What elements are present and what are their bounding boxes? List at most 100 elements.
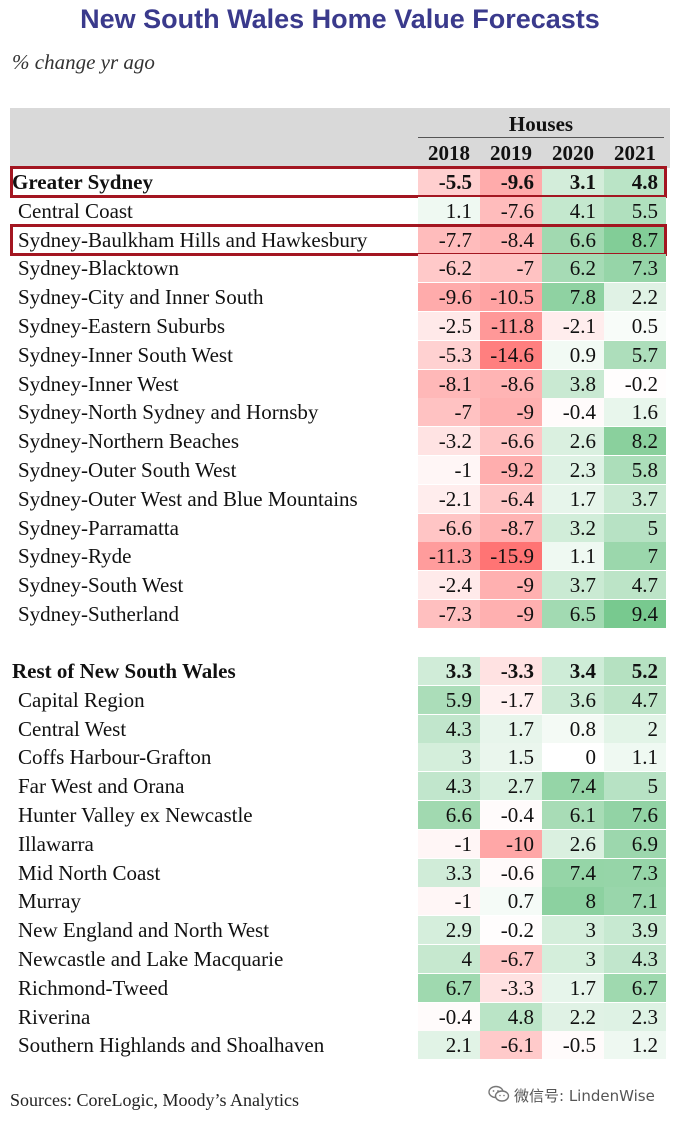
value-cell-hunter-valley-ex-newcastle-2020: 6.1 — [542, 801, 604, 829]
value-cell-greater-sydney-2019: -9.6 — [480, 168, 542, 196]
value-cell-newcastle-and-lake-macquarie-2021: 4.3 — [604, 945, 666, 973]
highlight-box-greater-sydney — [10, 166, 667, 198]
value-cell-sydney-south-west-2019: -9 — [480, 571, 542, 600]
houses-group-header: Houses — [508, 112, 574, 136]
value-cell-central-coast-2019: -7.6 — [480, 196, 542, 225]
value-cell-sydney-inner-west-2018: -8.1 — [418, 369, 480, 398]
value-cell-sydney-ryde-2020: 1.1 — [542, 542, 604, 571]
value-cell-coffs-harbour-grafton-2021: 1.1 — [604, 743, 666, 772]
value-cell-mid-north-coast-2021: 7.3 — [604, 858, 666, 887]
value-cell-riverina-2021: 2.3 — [604, 1002, 666, 1031]
value-cell-murray-2018: -1 — [418, 887, 480, 916]
value-cell-sydney-city-and-inner-south-2020: 7.8 — [542, 283, 604, 312]
value-cell-central-coast-2020: 4.1 — [542, 196, 604, 225]
value-cell-sydney-north-sydney-and-hornsby-2020: -0.4 — [542, 398, 604, 427]
value-cell-illawarra-2019: -10 — [480, 829, 542, 858]
row-label-murray: Murray — [18, 889, 81, 914]
year-header-2021: 2021 — [614, 141, 656, 165]
value-cell-riverina-2020: 2.2 — [542, 1002, 604, 1031]
value-cell-illawarra-2021: 6.9 — [604, 829, 666, 858]
value-cell-sydney-sutherland-2019: -9 — [480, 600, 542, 628]
row-label-sydney-north-sydney-and-hornsby: Sydney-North Sydney and Hornsby — [18, 400, 319, 425]
value-cell-new-england-and-north-west-2018: 2.9 — [418, 916, 480, 945]
value-cell-murray-2021: 7.1 — [604, 887, 666, 916]
value-cell-sydney-outer-west-and-blue-mountains-2021: 3.7 — [604, 484, 666, 513]
row-label-mid-north-coast: Mid North Coast — [18, 860, 161, 885]
value-cell-sydney-baulkham-hills-and-hawkesbury-2019: -8.4 — [480, 225, 542, 254]
row-label-coffs-harbour-grafton: Coffs Harbour-Grafton — [18, 745, 212, 770]
value-cell-new-england-and-north-west-2020: 3 — [542, 916, 604, 945]
value-cell-central-west-2020: 0.8 — [542, 714, 604, 743]
value-cell-sydney-outer-west-and-blue-mountains-2019: -6.4 — [480, 484, 542, 513]
value-cell-sydney-city-and-inner-south-2021: 2.2 — [604, 283, 666, 312]
value-cell-illawarra-2018: -1 — [418, 829, 480, 858]
row-label-sydney-inner-south-west: Sydney-Inner South West — [18, 342, 233, 367]
value-cell-sydney-eastern-suburbs-2018: -2.5 — [418, 312, 480, 340]
year-header-2018: 2018 — [428, 141, 470, 165]
value-cell-rest-of-new-south-wales-2019: -3.3 — [480, 657, 542, 685]
value-cell-far-west-and-orana-2019: 2.7 — [480, 772, 542, 801]
row-label-illawarra: Illawarra — [18, 831, 94, 856]
value-cell-far-west-and-orana-2020: 7.4 — [542, 772, 604, 801]
value-cell-sydney-blacktown-2019: -7 — [480, 254, 542, 283]
value-cell-capital-region-2018: 5.9 — [418, 685, 480, 714]
value-cell-sydney-northern-beaches-2019: -6.6 — [480, 427, 542, 456]
value-cell-sydney-inner-south-west-2019: -14.6 — [480, 340, 542, 369]
row-label-sydney-baulkham-hills-and-hawkesbury: Sydney-Baulkham Hills and Hawkesbury — [18, 227, 368, 252]
row-label-new-england-and-north-west: New England and North West — [18, 918, 270, 943]
value-cell-sydney-inner-south-west-2018: -5.3 — [418, 340, 480, 369]
value-cell-greater-sydney-2018: -5.5 — [418, 168, 480, 196]
value-cell-southern-highlands-and-shoalhaven-2020: -0.5 — [542, 1031, 604, 1060]
value-cell-sydney-sutherland-2021: 9.4 — [604, 600, 666, 628]
value-cell-murray-2020: 8 — [542, 887, 604, 916]
value-cell-coffs-harbour-grafton-2019: 1.5 — [480, 743, 542, 772]
value-cell-mid-north-coast-2020: 7.4 — [542, 858, 604, 887]
row-label-central-coast: Central Coast — [18, 198, 133, 223]
row-label-sydney-city-and-inner-south: Sydney-City and Inner South — [18, 285, 264, 310]
value-cell-southern-highlands-and-shoalhaven-2019: -6.1 — [480, 1031, 542, 1060]
value-cell-southern-highlands-and-shoalhaven-2021: 1.2 — [604, 1031, 666, 1060]
value-cell-greater-sydney-2021: 4.8 — [604, 168, 666, 196]
row-label-riverina: Riverina — [18, 1004, 91, 1029]
value-cell-sydney-ryde-2021: 7 — [604, 542, 666, 571]
row-label-sydney-south-west: Sydney-South West — [18, 573, 184, 598]
value-cell-hunter-valley-ex-newcastle-2019: -0.4 — [480, 801, 542, 829]
value-cell-sydney-ryde-2019: -15.9 — [480, 542, 542, 571]
row-label-far-west-and-orana: Far West and Orana — [18, 774, 185, 799]
value-cell-sydney-baulkham-hills-and-hawkesbury-2020: 6.6 — [542, 225, 604, 254]
value-cell-richmond-tweed-2020: 1.7 — [542, 973, 604, 1002]
value-cell-hunter-valley-ex-newcastle-2018: 6.6 — [418, 801, 480, 829]
highlight-box-sydney-baulkham-hills-and-hawkesbury — [10, 223, 667, 256]
row-label-sydney-eastern-suburbs: Sydney-Eastern Suburbs — [18, 314, 226, 338]
value-cell-sydney-inner-west-2021: -0.2 — [604, 369, 666, 398]
source-note: Sources: CoreLogic, Moody’s Analytics — [10, 1090, 299, 1110]
row-label-sydney-parramatta: Sydney-Parramatta — [18, 515, 179, 540]
value-cell-sydney-northern-beaches-2021: 8.2 — [604, 427, 666, 456]
value-cell-sydney-eastern-suburbs-2021: 0.5 — [604, 312, 666, 340]
header-band — [10, 108, 670, 168]
watermark-text: 微信号: LindenWise — [514, 1087, 655, 1105]
row-label-newcastle-and-lake-macquarie: Newcastle and Lake Macquarie — [18, 947, 284, 971]
value-cell-sydney-eastern-suburbs-2019: -11.8 — [480, 312, 542, 340]
chart-title: New South Wales Home Value Forecasts — [80, 4, 600, 34]
value-cell-sydney-ryde-2018: -11.3 — [418, 542, 480, 571]
value-cell-mid-north-coast-2019: -0.6 — [480, 858, 542, 887]
value-cell-newcastle-and-lake-macquarie-2018: 4 — [418, 945, 480, 973]
value-cell-central-west-2021: 2 — [604, 714, 666, 743]
value-cell-sydney-city-and-inner-south-2018: -9.6 — [418, 283, 480, 312]
value-cell-sydney-baulkham-hills-and-hawkesbury-2021: 8.7 — [604, 225, 666, 254]
section-label-greater-sydney: Greater Sydney — [12, 170, 153, 194]
value-cell-murray-2019: 0.7 — [480, 887, 542, 916]
value-cell-central-west-2018: 4.3 — [418, 714, 480, 743]
row-label-capital-region: Capital Region — [18, 687, 145, 712]
value-cell-sydney-northern-beaches-2020: 2.6 — [542, 427, 604, 456]
chart-subtitle: % change yr ago — [12, 50, 155, 74]
row-label-sydney-ryde: Sydney-Ryde — [18, 544, 132, 569]
value-cell-sydney-north-sydney-and-hornsby-2018: -7 — [418, 398, 480, 427]
value-cell-sydney-outer-west-and-blue-mountains-2020: 1.7 — [542, 484, 604, 513]
value-cell-sydney-inner-south-west-2021: 5.7 — [604, 340, 666, 369]
value-cell-sydney-city-and-inner-south-2019: -10.5 — [480, 283, 542, 312]
value-cell-sydney-parramatta-2019: -8.7 — [480, 513, 542, 542]
value-cell-richmond-tweed-2019: -3.3 — [480, 973, 542, 1002]
year-header-2020: 2020 — [552, 141, 594, 165]
